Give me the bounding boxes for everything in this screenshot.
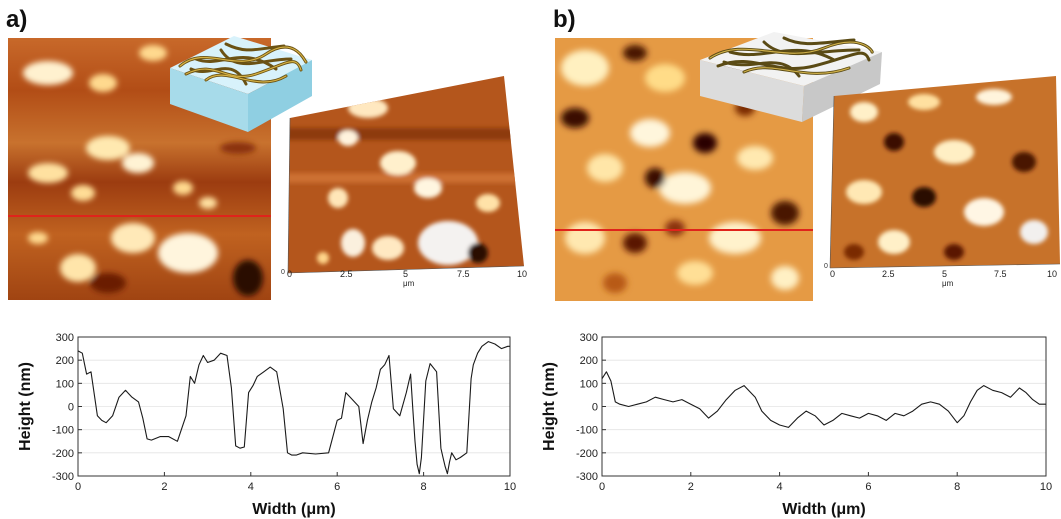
- y-axis-label: Height (nm): [17, 362, 34, 451]
- axis3d-tick: 10: [1047, 269, 1058, 279]
- y-tick-label: 100: [580, 378, 598, 390]
- x-axis-label: Width (μm): [782, 501, 865, 518]
- afm-height-map-b: [555, 38, 813, 301]
- x-axis-label: Width (μm): [252, 501, 335, 518]
- scheme-inset-b: [694, 14, 886, 126]
- profile-line: [601, 371, 1046, 428]
- x-tick-label: 8: [954, 481, 960, 493]
- axis3d-tick: 2.5: [882, 269, 895, 279]
- afm-3d-surface-b: 0 0 2.5 5 7.5 10 μm: [824, 72, 1061, 290]
- x-tick-label: 2: [688, 481, 694, 493]
- panel-label-b: b): [553, 6, 576, 33]
- axis3d-tick: 0: [287, 269, 293, 279]
- y-axis-label: Height (nm): [541, 362, 558, 451]
- y-tick-label: -100: [576, 425, 598, 437]
- y-tick-label: -100: [52, 425, 74, 437]
- y-tick-label: 0: [68, 402, 74, 414]
- x-tick-label: 10: [504, 481, 516, 493]
- axis3d-tick: 0: [830, 269, 836, 279]
- x-tick-label: 0: [75, 481, 81, 493]
- profile-line: [77, 341, 510, 475]
- afm-3d-surface-a: 0 0 2.5 5 7.5 10 μm: [278, 68, 530, 290]
- axis3d-x-b: 0 2.5 5 7.5 10 μm: [824, 267, 1060, 289]
- y-tick-label: 300: [580, 332, 598, 344]
- axis3d-z-tick-a: 0: [281, 269, 285, 276]
- y-tick-label: 100: [56, 378, 74, 390]
- y-tick-label: 0: [592, 402, 598, 414]
- panel-label-a: a): [6, 6, 28, 33]
- x-tick-label: 2: [161, 481, 167, 493]
- y-tick-label: -200: [576, 448, 598, 460]
- axis3d-tick: 5: [403, 269, 409, 279]
- axis3d-tick: 5: [942, 269, 948, 279]
- axis3d-tick: 2.5: [340, 269, 353, 279]
- x-tick-label: 10: [1040, 481, 1052, 493]
- axis3d-unit: μm: [942, 279, 954, 288]
- x-tick-label: 6: [865, 481, 871, 493]
- y-tick-label: -300: [576, 471, 598, 483]
- y-tick-label: 300: [56, 332, 74, 344]
- axis3d-tick: 10: [517, 269, 528, 279]
- x-tick-label: 6: [334, 481, 340, 493]
- x-tick-label: 4: [248, 481, 254, 493]
- axis3d-tick: 7.5: [994, 269, 1007, 279]
- y-tick-label: -200: [52, 448, 74, 460]
- x-tick-label: 8: [421, 481, 427, 493]
- axis3d-unit: μm: [403, 279, 415, 288]
- x-tick-label: 0: [599, 481, 605, 493]
- x-tick-label: 4: [777, 481, 783, 493]
- y-tick-label: 200: [56, 355, 74, 367]
- y-tick-label: 200: [580, 355, 598, 367]
- axis3d-x-a: 0 2.5 5 7.5 10 μm: [278, 267, 530, 289]
- y-tick-label: -300: [52, 471, 74, 483]
- scheme-inset-a: [166, 14, 316, 138]
- axis3d-z-tick-b: 0: [824, 263, 828, 270]
- axis3d-tick: 7.5: [457, 269, 470, 279]
- afm-height-map-a: [8, 38, 271, 300]
